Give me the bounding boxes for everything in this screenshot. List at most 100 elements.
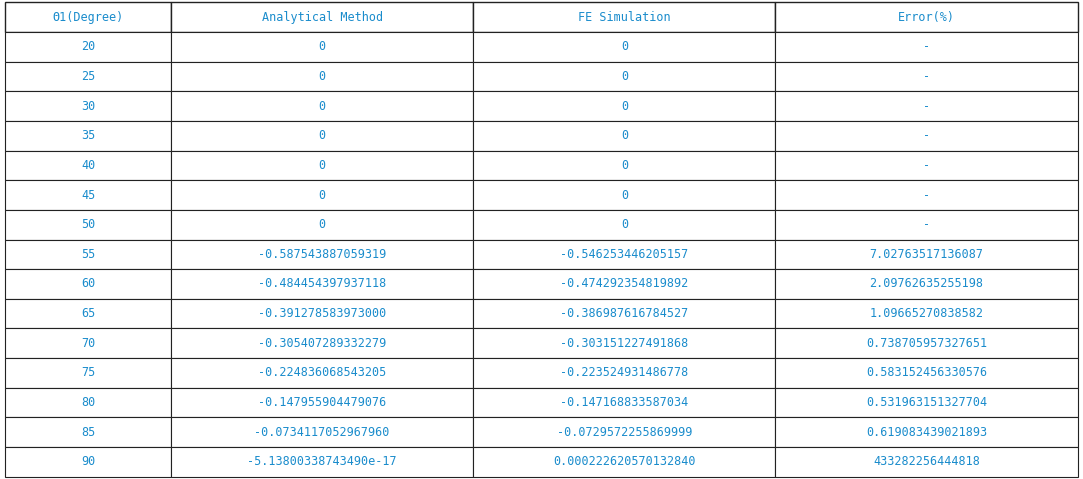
Bar xyxy=(5,62,171,91)
Text: 25: 25 xyxy=(81,70,95,83)
Text: 0: 0 xyxy=(621,159,628,172)
Bar xyxy=(171,180,473,210)
Bar xyxy=(775,240,1078,269)
Bar xyxy=(171,329,473,358)
Bar xyxy=(775,417,1078,447)
Text: -0.0729572255869999: -0.0729572255869999 xyxy=(557,426,692,439)
Text: 65: 65 xyxy=(81,307,95,320)
Bar xyxy=(775,299,1078,329)
Text: -0.305407289332279: -0.305407289332279 xyxy=(258,337,387,350)
Text: 50: 50 xyxy=(81,218,95,231)
Bar xyxy=(473,388,775,417)
Bar xyxy=(775,388,1078,417)
Bar xyxy=(473,2,775,32)
Text: 0: 0 xyxy=(621,100,628,113)
Text: 0.531963151327704: 0.531963151327704 xyxy=(866,396,987,409)
Bar xyxy=(5,32,171,62)
Text: 0.738705957327651: 0.738705957327651 xyxy=(866,337,987,350)
Text: -0.391278583973000: -0.391278583973000 xyxy=(258,307,387,320)
Text: 7.02763517136087: 7.02763517136087 xyxy=(870,248,983,261)
Text: 0: 0 xyxy=(318,159,326,172)
Bar xyxy=(171,299,473,329)
Bar xyxy=(775,121,1078,150)
Bar xyxy=(473,121,775,150)
Bar xyxy=(473,180,775,210)
Bar xyxy=(473,150,775,180)
Bar xyxy=(775,2,1078,32)
Text: 35: 35 xyxy=(81,129,95,142)
Text: 75: 75 xyxy=(81,366,95,379)
Text: -: - xyxy=(923,218,930,231)
Bar xyxy=(775,358,1078,388)
Text: -0.386987616784527: -0.386987616784527 xyxy=(560,307,689,320)
Bar xyxy=(775,32,1078,62)
Bar xyxy=(775,329,1078,358)
Bar xyxy=(775,150,1078,180)
Text: 0: 0 xyxy=(621,70,628,83)
Text: Error(%): Error(%) xyxy=(898,11,955,24)
Bar xyxy=(171,121,473,150)
Text: 70: 70 xyxy=(81,337,95,350)
Bar xyxy=(171,358,473,388)
Bar xyxy=(5,210,171,240)
Text: -: - xyxy=(923,40,930,53)
Text: -: - xyxy=(923,70,930,83)
Text: 0: 0 xyxy=(318,218,326,231)
Bar xyxy=(473,32,775,62)
Text: -0.484454397937118: -0.484454397937118 xyxy=(258,277,387,290)
Bar xyxy=(473,358,775,388)
Text: 0: 0 xyxy=(621,40,628,53)
Text: 40: 40 xyxy=(81,159,95,172)
Text: 55: 55 xyxy=(81,248,95,261)
Bar xyxy=(473,91,775,121)
Bar xyxy=(171,150,473,180)
Text: Θ1(Degree): Θ1(Degree) xyxy=(53,11,123,24)
Bar xyxy=(775,269,1078,299)
Text: -0.587543887059319: -0.587543887059319 xyxy=(258,248,387,261)
Bar xyxy=(171,32,473,62)
Bar xyxy=(5,299,171,329)
Text: 20: 20 xyxy=(81,40,95,53)
Bar xyxy=(5,91,171,121)
Text: -0.223524931486778: -0.223524931486778 xyxy=(560,366,689,379)
Bar xyxy=(473,210,775,240)
Bar xyxy=(5,121,171,150)
Bar xyxy=(171,417,473,447)
Text: -: - xyxy=(923,129,930,142)
Bar xyxy=(775,210,1078,240)
Text: 0: 0 xyxy=(318,129,326,142)
Text: 0.583152456330576: 0.583152456330576 xyxy=(866,366,987,379)
Bar xyxy=(5,447,171,477)
Bar xyxy=(171,388,473,417)
Bar xyxy=(171,91,473,121)
Text: 80: 80 xyxy=(81,396,95,409)
Text: -0.0734117052967960: -0.0734117052967960 xyxy=(255,426,390,439)
Text: 433282256444818: 433282256444818 xyxy=(873,455,980,468)
Bar xyxy=(5,358,171,388)
Text: -5.13800338743490e-17: -5.13800338743490e-17 xyxy=(247,455,397,468)
Bar xyxy=(473,329,775,358)
Text: 0: 0 xyxy=(621,218,628,231)
Bar xyxy=(171,447,473,477)
Text: 0: 0 xyxy=(621,129,628,142)
Bar xyxy=(5,150,171,180)
Text: 45: 45 xyxy=(81,189,95,202)
Text: -0.224836068543205: -0.224836068543205 xyxy=(258,366,387,379)
Text: 0: 0 xyxy=(318,189,326,202)
Bar xyxy=(473,240,775,269)
Bar xyxy=(5,2,171,32)
Text: 0.619083439021893: 0.619083439021893 xyxy=(866,426,987,439)
Bar xyxy=(5,269,171,299)
Text: 1.09665270838582: 1.09665270838582 xyxy=(870,307,983,320)
Text: -0.147955904479076: -0.147955904479076 xyxy=(258,396,387,409)
Text: 85: 85 xyxy=(81,426,95,439)
Text: 30: 30 xyxy=(81,100,95,113)
Text: 0.000222620570132840: 0.000222620570132840 xyxy=(553,455,695,468)
Text: 0: 0 xyxy=(318,70,326,83)
Text: -: - xyxy=(923,189,930,202)
Text: 90: 90 xyxy=(81,455,95,468)
Text: -: - xyxy=(923,159,930,172)
Bar xyxy=(5,417,171,447)
Bar xyxy=(473,447,775,477)
Bar xyxy=(775,447,1078,477)
